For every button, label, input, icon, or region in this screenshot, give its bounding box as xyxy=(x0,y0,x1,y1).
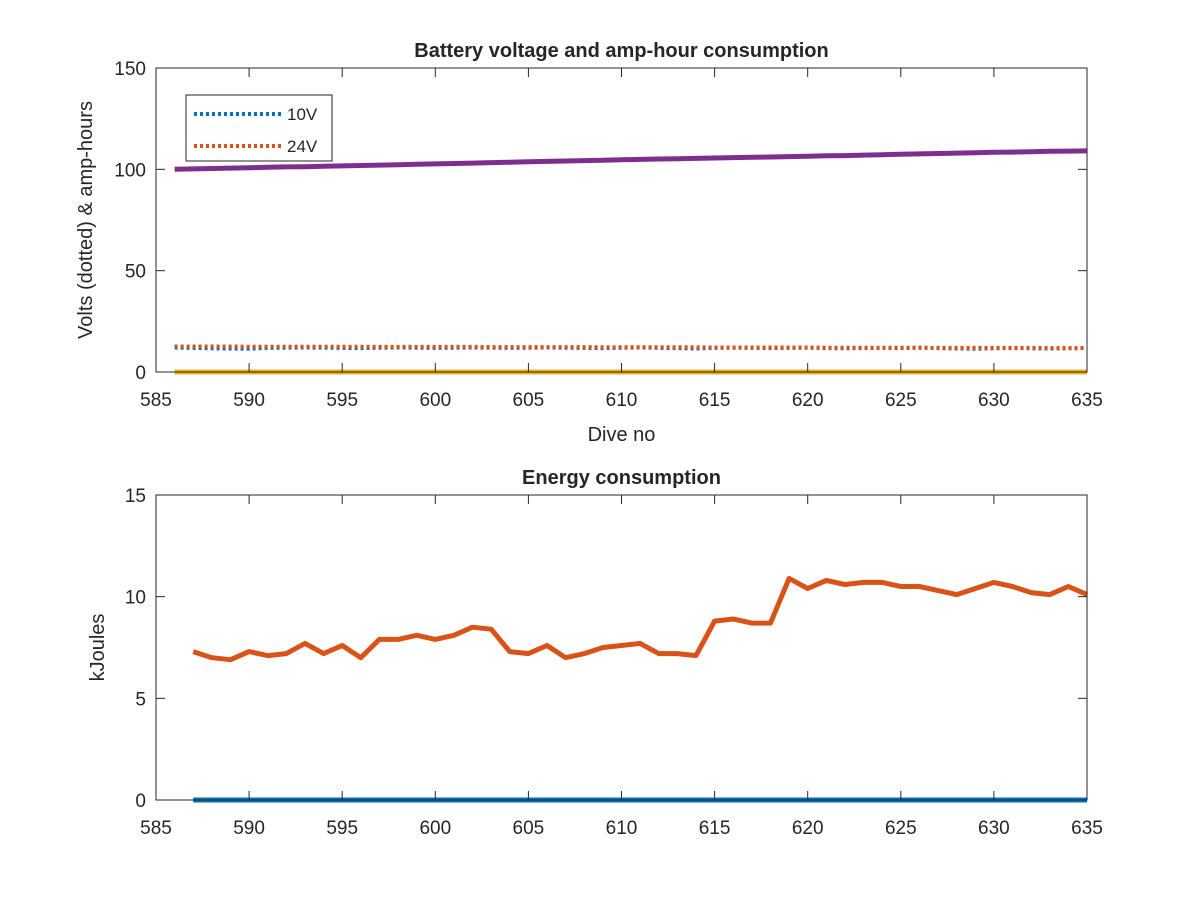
x-tick-label: 630 xyxy=(978,818,1010,839)
x-tick-label: 600 xyxy=(419,390,451,411)
series-line-24v xyxy=(174,344,1087,351)
battery-chart: Battery voltage and amp-hour consumption… xyxy=(75,40,1103,446)
x-tick-label: 610 xyxy=(606,818,638,839)
x-tick-label: 595 xyxy=(326,818,358,839)
y-tick-label: 150 xyxy=(114,59,146,80)
battery-chart-axes: 585 590 595 600 605 610 615 620 625 630 635 0 50 100 1… xyxy=(114,59,1103,411)
x-tick-label: 615 xyxy=(699,818,731,839)
x-tick-label: 620 xyxy=(792,818,824,839)
x-tick-label: 615 xyxy=(699,390,731,411)
series-line-0-3 xyxy=(174,148,1088,172)
y-tick-label: 0 xyxy=(135,363,146,384)
battery-chart-xlabel: Dive no xyxy=(588,424,656,446)
battery-chart-title: Battery voltage and amp-hour consumption xyxy=(414,40,828,62)
x-tick-label: 620 xyxy=(792,390,824,411)
x-tick-label: 590 xyxy=(233,818,265,839)
legend-box xyxy=(185,94,333,162)
x-tick-label: 635 xyxy=(1071,818,1103,839)
x-tick-label: 590 xyxy=(233,390,265,411)
x-tick-label: 635 xyxy=(1071,390,1103,411)
x-tick-label: 585 xyxy=(140,390,172,411)
x-tick-label: 605 xyxy=(513,818,545,839)
y-tick-label: 0 xyxy=(135,791,146,812)
energy-chart-axes: 585 590 595 600 605 610 615 620 625 630 635 0 5 10 15 xyxy=(125,486,1103,839)
series-line-1-0 xyxy=(192,575,1088,663)
y-tick-label: 50 xyxy=(125,262,146,283)
x-tick-label: 610 xyxy=(606,390,638,411)
x-tick-label: 605 xyxy=(513,390,545,411)
x-tick-label: 625 xyxy=(885,390,917,411)
y-tick-label: 100 xyxy=(114,160,146,181)
x-tick-label: 600 xyxy=(419,818,451,839)
y-tick-label: 10 xyxy=(125,588,146,609)
legend-label-24v: 24V xyxy=(287,137,318,156)
x-tick-label: 630 xyxy=(978,390,1010,411)
legend-label-10v: 10V xyxy=(287,105,318,124)
x-tick-label: 625 xyxy=(885,818,917,839)
x-tick-label: 595 xyxy=(326,390,358,411)
energy-chart-title: Energy consumption xyxy=(522,467,721,489)
energy-chart-ylabel: kJoules xyxy=(87,614,109,682)
energy-chart: Energy consumption kJoules 585 590 595 600 6… xyxy=(87,467,1103,839)
battery-chart-ylabel: Volts (dotted) & amp-hours xyxy=(75,101,97,339)
x-tick-label: 585 xyxy=(140,818,172,839)
battery-chart-legend: 10V 24V xyxy=(185,94,333,162)
y-tick-label: 15 xyxy=(125,486,146,507)
y-tick-label: 5 xyxy=(135,689,146,710)
